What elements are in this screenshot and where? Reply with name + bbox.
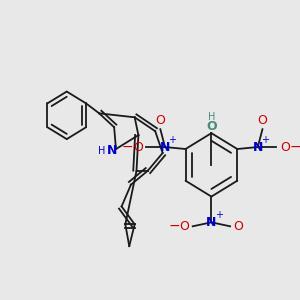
Text: O: O (206, 120, 217, 133)
Text: N: N (206, 216, 217, 229)
Text: O: O (155, 114, 165, 127)
Text: −: − (122, 140, 134, 154)
Text: +: + (215, 210, 223, 220)
Text: +: + (169, 135, 176, 145)
Text: H: H (208, 112, 215, 122)
Text: N: N (160, 140, 170, 154)
Text: O: O (179, 220, 189, 233)
Text: O: O (133, 140, 143, 154)
Text: O: O (233, 220, 243, 233)
Text: N: N (253, 140, 263, 154)
Text: O: O (280, 140, 290, 154)
Text: H: H (98, 146, 106, 156)
Text: −: − (289, 140, 300, 154)
Text: +: + (261, 135, 269, 145)
Text: O: O (257, 114, 267, 127)
Text: N: N (107, 145, 117, 158)
Text: −: − (168, 219, 180, 233)
